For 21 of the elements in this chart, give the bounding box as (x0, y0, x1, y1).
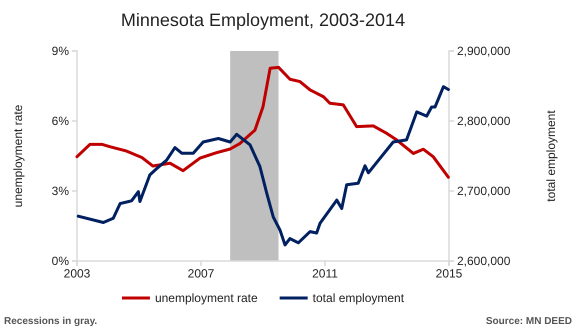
y2-tick-label: 2,900,000 (457, 44, 511, 58)
line-series (76, 85, 450, 246)
y2-tick-label: 2,600,000 (457, 254, 511, 268)
legend-label: total employment (312, 291, 405, 305)
y-tick-label: 6% (52, 114, 70, 128)
x-tick-label: 2007 (188, 266, 215, 281)
y-tick-label: 0% (52, 254, 70, 268)
chart-title: Minnesota Employment, 2003-2014 (120, 10, 406, 30)
source-note: Source: MN DEED (486, 316, 572, 327)
line-series (76, 66, 450, 179)
y2-axis-title: total employment (544, 110, 558, 202)
legend-label: unemployment rate (154, 291, 258, 305)
y-tick-label: 3% (52, 184, 70, 198)
x-tick-label: 2003 (64, 266, 91, 281)
text: Recessions in gray. (4, 316, 98, 327)
y2-tick-label: 2,800,000 (457, 114, 511, 128)
x-tick-label: 2015 (436, 266, 463, 281)
y2-tick-label: 2,700,000 (457, 184, 511, 198)
y-axis-title: unemployment rate (11, 104, 25, 208)
x-tick-label: 2011 (312, 266, 338, 281)
y-tick-label: 9% (52, 44, 70, 58)
